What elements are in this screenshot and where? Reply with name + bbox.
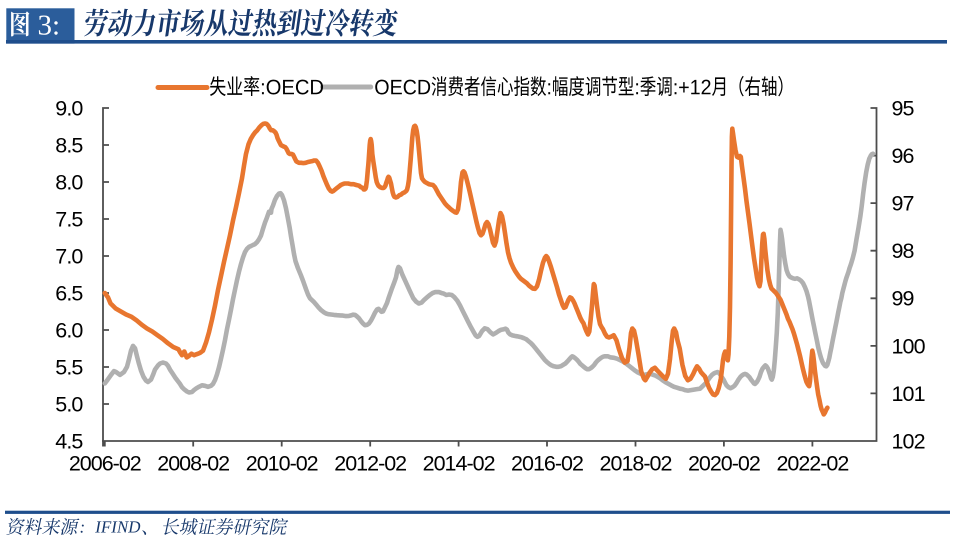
svg-text:95: 95: [892, 96, 915, 120]
svg-text:9.0: 9.0: [55, 97, 83, 121]
svg-text:2016-02: 2016-02: [511, 452, 583, 476]
svg-text:6.5: 6.5: [55, 282, 83, 306]
svg-text:2008-02: 2008-02: [157, 452, 229, 476]
svg-text:100: 100: [892, 334, 926, 358]
svg-text:99: 99: [892, 287, 914, 311]
svg-text:97: 97: [892, 192, 914, 216]
svg-text:2010-02: 2010-02: [246, 452, 318, 476]
svg-text:2012-02: 2012-02: [334, 452, 406, 476]
svg-text:102: 102: [892, 429, 925, 453]
svg-text:4.5: 4.5: [55, 430, 83, 454]
svg-text:3:: 3:: [38, 9, 61, 41]
svg-text:5.0: 5.0: [55, 393, 83, 417]
svg-text:7.0: 7.0: [55, 245, 83, 269]
svg-text:5.5: 5.5: [55, 356, 83, 380]
svg-text:101: 101: [892, 382, 925, 406]
svg-text:98: 98: [892, 239, 915, 263]
svg-text:2018-02: 2018-02: [600, 452, 672, 476]
svg-text:2006-02: 2006-02: [69, 452, 141, 476]
svg-text:8.0: 8.0: [55, 171, 83, 195]
svg-text:6.0: 6.0: [55, 319, 83, 343]
svg-text:2022-02: 2022-02: [776, 452, 848, 476]
svg-text:2014-02: 2014-02: [423, 452, 495, 476]
svg-text:8.5: 8.5: [55, 134, 83, 158]
svg-text:7.5: 7.5: [55, 208, 83, 232]
svg-text:96: 96: [892, 144, 915, 168]
svg-text:2020-02: 2020-02: [688, 452, 760, 476]
